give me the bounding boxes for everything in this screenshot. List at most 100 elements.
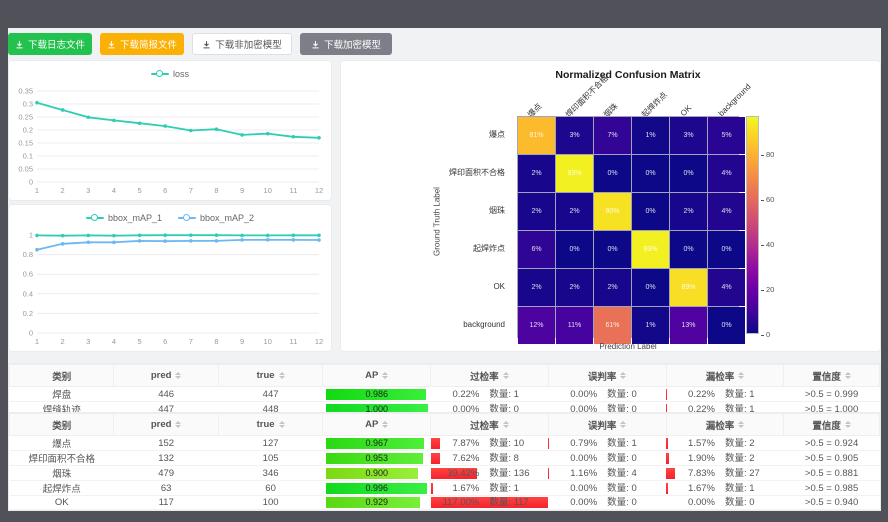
table-row: OK 117 100 0.929 117.00% 数量: 117 0.00% 数量: 0 0.0… [9,495,880,510]
legend-item-bbox_mAP_2[interactable]: bbox_mAP_2 [178,213,254,223]
cm-row-label: background [463,320,505,329]
loss-line-chart: 00.050.10.150.20.250.30.351 2 3 4 5 6 7 8 9 10 11 1… [18,87,323,196]
column-header-conf[interactable]: 置信度 [783,364,880,387]
table-row: 焊印面积不合格 132 105 0.953 7.62% 数量: 8 0.00% 数量: 0 1.… [9,450,880,466]
svg-text:5: 5 [137,337,141,346]
cm-cell-1-2: 0% [594,155,631,192]
column-header-ap[interactable]: AP [322,413,432,436]
cm-cell-3-0: 6% [518,231,555,268]
sort-icon[interactable] [620,372,627,379]
column-header-true[interactable]: true [217,364,324,387]
svg-text:2: 2 [61,337,65,346]
download-log-button[interactable]: 下载日志文件 [8,33,92,55]
ap-cell: 0.967 [322,435,431,451]
column-header-mis[interactable]: 误判率 [547,413,667,436]
svg-text:3: 3 [86,337,90,346]
cm-cell-5-2: 61% [594,307,631,344]
sort-icon[interactable] [844,372,851,379]
column-header-pred[interactable]: pred [113,364,219,387]
true-cell: 127 [218,435,323,451]
ap-cell: 0.986 [322,386,431,402]
svg-text:3: 3 [86,186,90,195]
svg-text:0.05: 0.05 [18,165,33,174]
cm-cell-0-0: 81% [518,117,555,154]
svg-text:0.25: 0.25 [18,113,33,122]
svg-text:0.4: 0.4 [23,289,33,298]
sort-icon[interactable] [382,372,389,379]
svg-text:11: 11 [289,186,297,195]
cm-cell-1-5: 4% [708,155,745,192]
class-cell: 焊盘 [9,386,114,402]
legend-line-icon [85,214,104,222]
svg-text:1: 1 [35,186,39,195]
column-header-mis[interactable]: 误判率 [547,364,667,387]
svg-text:1: 1 [35,337,39,346]
cm-row-label: 爆点 [489,130,505,139]
cm-col-label: background [716,82,753,118]
colorbar [746,116,759,334]
ap-cell: 0.900 [322,465,431,481]
sort-icon[interactable] [738,421,745,428]
table-row: 爆点 152 127 0.967 7.87% 数量: 10 0.79% 数量: 1 1.57% 数… [9,435,880,451]
svg-text:7: 7 [189,337,193,346]
confidence-cell: >0.5 = 0.999 [783,386,880,402]
svg-text:0: 0 [29,178,33,187]
sort-icon[interactable] [620,421,627,428]
cm-row-label: 烟珠 [489,206,505,215]
ap-cell: 0.953 [322,450,431,466]
svg-text:0.35: 0.35 [18,87,33,96]
sort-icon[interactable] [278,421,285,428]
svg-text:0.2: 0.2 [23,309,33,318]
confidence-cell: >0.5 = 0.881 [783,465,880,481]
cm-cell-5-5: 0% [708,307,745,344]
svg-text:4: 4 [112,337,116,346]
cm-row-label: 焊印面积不合格 [449,168,505,177]
cm-cell-5-0: 12% [518,307,555,344]
svg-text:12: 12 [315,337,323,346]
column-header-over[interactable]: 过检率 [430,364,549,387]
svg-text:12: 12 [315,186,323,195]
column-header-miss[interactable]: 漏检率 [665,413,785,436]
sort-icon[interactable] [382,421,389,428]
sort-icon[interactable] [844,421,851,428]
legend-label: bbox_mAP_2 [200,213,255,223]
column-header-class: 类别 [8,413,115,436]
legend-item-loss[interactable]: loss [150,69,189,79]
cm-cell-1-3: 0% [632,155,669,192]
sort-icon[interactable] [738,372,745,379]
svg-text:9: 9 [240,186,244,195]
sort-icon[interactable] [278,372,285,379]
loss-chart-card: loss 0 0.05 0.1 0.15 0.2 0.25 0.3 0.35 1 2 3 4 5 6 7 8 9… [8,60,332,201]
column-header-over[interactable]: 过检率 [430,413,549,436]
cm-cell-2-4: 2% [670,193,707,230]
sort-icon[interactable] [502,421,509,428]
cm-cell-2-1: 2% [556,193,593,230]
column-header-miss[interactable]: 漏检率 [665,364,785,387]
svg-text:5: 5 [137,186,141,195]
svg-text:7: 7 [189,186,193,195]
colorbar-tick-label: 0 [761,330,770,339]
column-header-ap[interactable]: AP [322,364,432,387]
cm-cell-3-1: 0% [556,231,593,268]
legend-item-bbox_mAP_1[interactable]: bbox_mAP_1 [85,213,162,223]
download-icon [16,40,23,48]
svg-text:2: 2 [61,186,65,195]
download-encrypted-model-button[interactable]: 下载加密模型 [300,33,392,55]
column-header-pred[interactable]: pred [113,413,219,436]
svg-text:0.6: 0.6 [23,270,33,279]
sort-icon[interactable] [502,372,509,379]
column-header-true[interactable]: true [217,413,324,436]
pred-cell: 152 [113,435,219,451]
download-plain-model-button[interactable]: 下载非加密模型 [192,33,292,55]
sort-icon[interactable] [175,372,182,379]
svg-text:8: 8 [214,337,218,346]
dashboard-page: 下载日志文件 下载简报文件 下载非加密模型 下载加密模型 loss 0 0.05 0… [8,28,881,511]
true-cell: 346 [218,465,323,481]
sort-icon[interactable] [175,421,182,428]
svg-text:10: 10 [264,337,272,346]
cm-cell-4-5: 4% [708,269,745,306]
column-header-conf[interactable]: 置信度 [783,413,880,436]
download-report-button[interactable]: 下载简报文件 [100,33,184,55]
svg-text:8: 8 [214,186,218,195]
confusion-matrix-heatmap: 81% 3% 7% 1% 3% 5% 2% 93% 0% 0% 0% 4% 2% 2% 90% 0% 2% 4% 6… [517,116,745,344]
